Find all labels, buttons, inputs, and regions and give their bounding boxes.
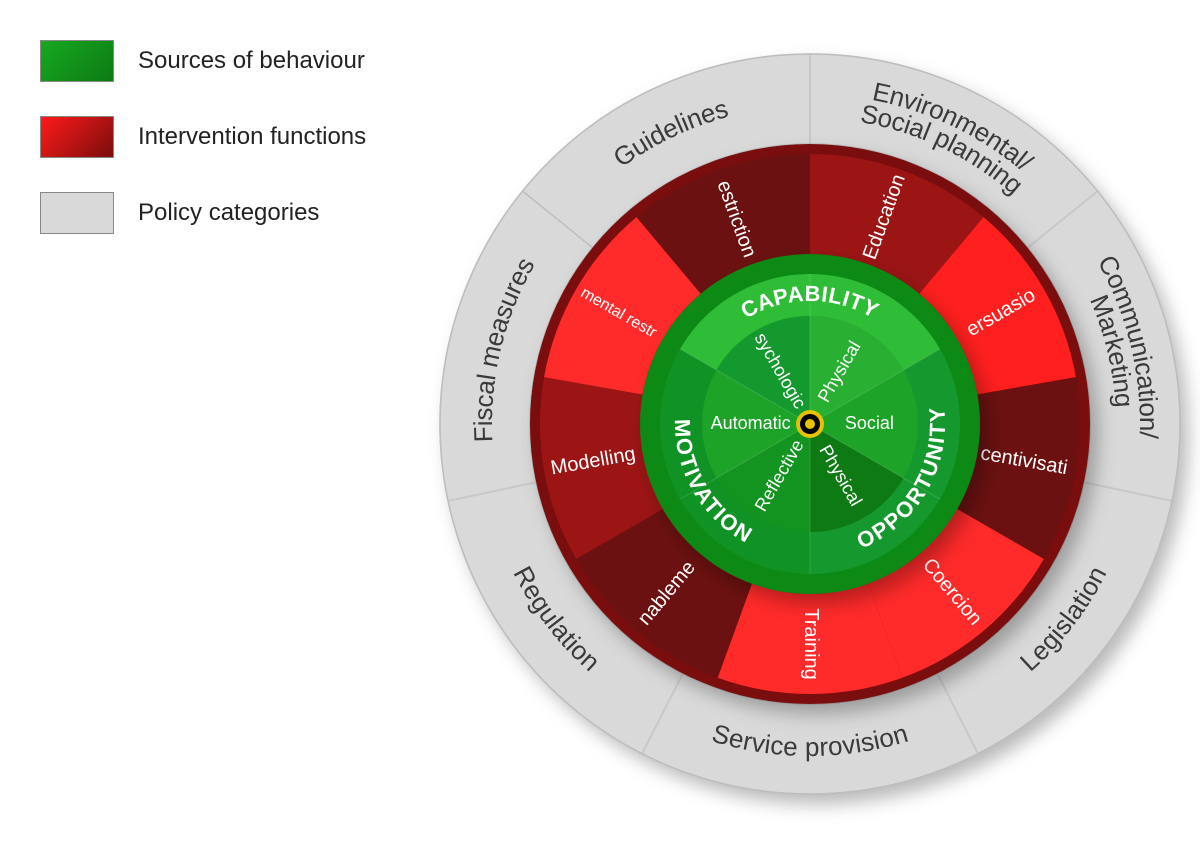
- legend-row: Policy categories: [40, 192, 366, 234]
- legend-swatch: [40, 192, 114, 234]
- core-label: Social: [845, 413, 894, 433]
- legend-swatch: [40, 40, 114, 82]
- legend-row: Intervention functions: [40, 116, 366, 158]
- legend-swatch: [40, 116, 114, 158]
- legend-label: Policy categories: [138, 199, 319, 227]
- legend-label: Intervention functions: [138, 123, 366, 151]
- legend-row: Sources of behaviour: [40, 40, 366, 82]
- core-label: Automatic: [711, 413, 791, 433]
- behaviour-change-wheel: GuidelinesEnvironmental/Social planningC…: [410, 24, 1200, 824]
- legend: Sources of behaviour Intervention functio…: [40, 40, 366, 268]
- intervention-label: Training: [800, 608, 822, 680]
- legend-label: Sources of behaviour: [138, 47, 365, 75]
